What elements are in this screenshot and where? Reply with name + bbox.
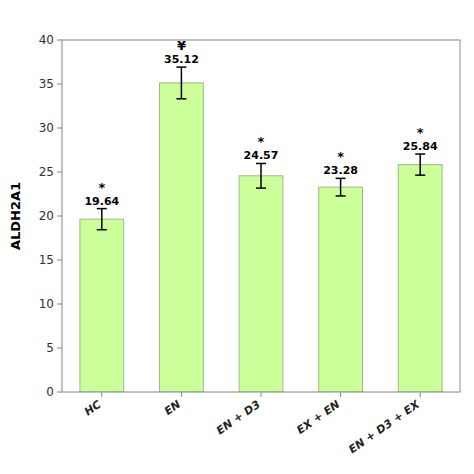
x-tick [181, 392, 182, 397]
error-bar [415, 154, 425, 175]
y-tick-label: 20 [39, 209, 54, 223]
bar [80, 219, 124, 392]
error-cap [256, 187, 266, 189]
error-bar [256, 163, 266, 188]
y-tick-label: 30 [39, 121, 54, 135]
annotation: ¥ [177, 38, 186, 53]
error-bar [336, 178, 346, 196]
error-cap [97, 229, 107, 231]
y-tick [57, 260, 62, 261]
x-tick [340, 392, 341, 397]
plot-area [80, 67, 442, 392]
annotation: * [258, 134, 265, 149]
annotation: * [417, 125, 424, 140]
error-bar [176, 67, 186, 99]
y-tick-label: 40 [39, 33, 54, 47]
plot-frame [62, 40, 460, 392]
error-stem [181, 67, 183, 99]
data-label: 19.64 [84, 195, 119, 208]
y-tick [57, 128, 62, 129]
error-cap [415, 153, 425, 155]
data-label: 23.28 [323, 164, 358, 177]
error-stem [419, 154, 421, 175]
x-tick [420, 392, 421, 397]
x-tick-label: EN [162, 398, 183, 418]
data-label: 24.57 [244, 149, 279, 162]
error-stem [340, 178, 342, 196]
y-axis-label: ALDH2A1 [8, 182, 23, 250]
error-stem [260, 163, 262, 188]
y-tick [57, 304, 62, 305]
y-tick [57, 348, 62, 349]
error-cap [97, 208, 107, 210]
bar [160, 83, 204, 392]
y-tick [57, 172, 62, 173]
y-tick-label: 0 [46, 385, 54, 399]
error-cap [336, 178, 346, 180]
error-cap [336, 195, 346, 197]
bar [239, 176, 283, 392]
bar [398, 165, 442, 392]
x-tick-label: HC [82, 398, 104, 419]
y-tick [57, 84, 62, 85]
y-tick-label: 25 [39, 165, 54, 179]
error-bar [97, 209, 107, 230]
x-tick-label: EN + D3 + EX [346, 398, 422, 457]
annotation: * [337, 149, 344, 164]
x-tick [261, 392, 262, 397]
y-tick-label: 5 [46, 341, 54, 355]
bar [319, 187, 363, 392]
y-tick-label: 35 [39, 77, 54, 91]
error-cap [415, 174, 425, 176]
data-label: 25.84 [403, 140, 438, 153]
y-tick [57, 392, 62, 393]
annotation: * [98, 180, 105, 195]
x-tick [101, 392, 102, 397]
chart-svg: 19.64*35.12¥24.57*23.28*25.84*0510152025… [0, 0, 474, 474]
error-stem [101, 209, 103, 230]
data-label: 35.12 [164, 53, 199, 66]
y-tick-label: 10 [39, 297, 54, 311]
x-tick-label: EN + D3 [214, 398, 263, 438]
error-cap [176, 66, 186, 68]
error-cap [256, 163, 266, 165]
x-tick-label: EX + EN [294, 398, 342, 437]
chart-container: 19.64*35.12¥24.57*23.28*25.84*0510152025… [0, 0, 474, 474]
error-cap [176, 98, 186, 100]
y-tick-label: 15 [39, 253, 54, 267]
y-tick [57, 216, 62, 217]
y-tick [57, 40, 62, 41]
